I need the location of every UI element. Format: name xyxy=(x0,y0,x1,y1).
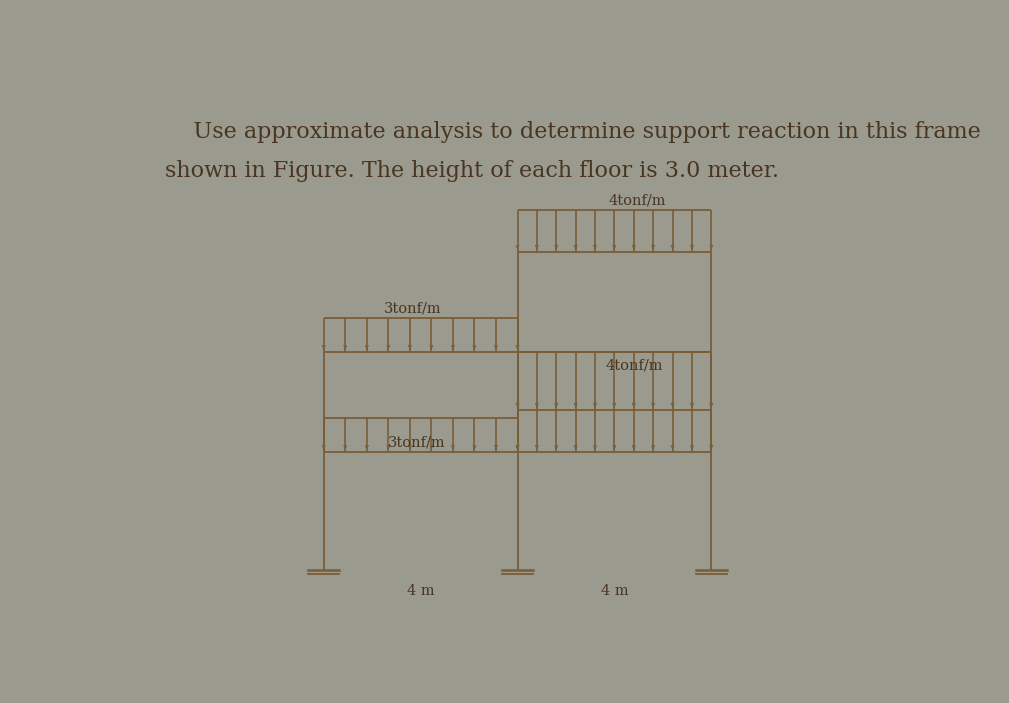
Text: shown in Figure. The height of each floor is 3.0 meter.: shown in Figure. The height of each floo… xyxy=(164,160,779,182)
Text: Use approximate analysis to determine support reaction in this frame: Use approximate analysis to determine su… xyxy=(164,122,981,143)
Text: 4 m: 4 m xyxy=(407,584,435,598)
Text: 3tonf/m: 3tonf/m xyxy=(384,302,442,315)
Text: 4tonf/m: 4tonf/m xyxy=(605,359,663,373)
Text: 3tonf/m: 3tonf/m xyxy=(387,435,446,449)
Text: 4tonf/m: 4tonf/m xyxy=(608,193,666,207)
Text: 4 m: 4 m xyxy=(600,584,629,598)
